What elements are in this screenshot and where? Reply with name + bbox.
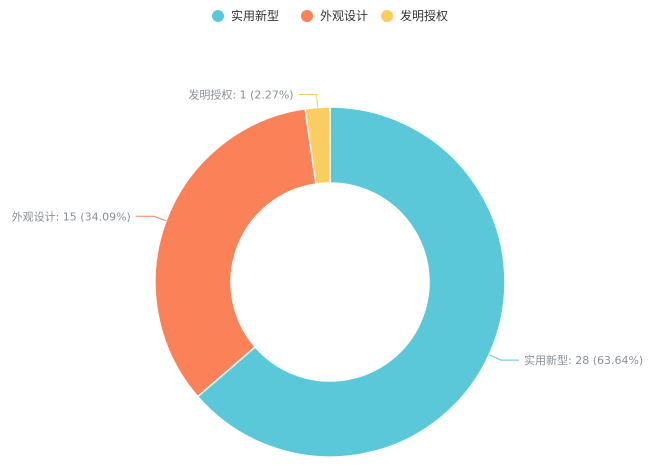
slice-utility-model[interactable] — [196, 106, 506, 458]
slice-label-utility-model: 实用新型: 28 (63.64%) — [524, 353, 643, 367]
slice-invention[interactable] — [304, 106, 331, 185]
leader-line-invention — [298, 93, 319, 108]
legend-marker-design[interactable] — [301, 10, 313, 22]
legend-label-invention[interactable]: 发明授权 — [400, 8, 448, 23]
slice-design[interactable] — [154, 107, 317, 398]
legend-marker-utility-model[interactable] — [212, 10, 224, 22]
legend-label-design[interactable]: 外观设计 — [320, 9, 368, 23]
legend: 实用新型 外观设计 发明授权 — [212, 8, 448, 23]
legend-marker-invention[interactable] — [381, 10, 393, 22]
legend-label-utility-model[interactable]: 实用新型 — [231, 8, 279, 23]
leader-line-utility-model — [488, 354, 520, 361]
slice-labels: 实用新型: 28 (63.64%) 外观设计: 15 (34.09%) 发明授权: … — [12, 87, 644, 367]
leader-lines — [135, 93, 520, 361]
donut-slices — [154, 106, 506, 458]
leader-line-design — [135, 215, 167, 222]
slice-label-invention: 发明授权: 1 (2.27%) — [188, 87, 293, 101]
slice-label-design: 外观设计: 15 (34.09%) — [12, 210, 131, 223]
